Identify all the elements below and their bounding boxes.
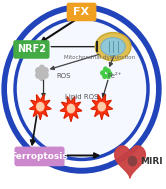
Circle shape: [67, 105, 75, 113]
Circle shape: [128, 156, 136, 166]
Polygon shape: [30, 95, 51, 119]
Text: Mitochondrial dysfunction: Mitochondrial dysfunction: [64, 55, 135, 60]
Ellipse shape: [5, 8, 158, 170]
Polygon shape: [91, 95, 113, 119]
Ellipse shape: [95, 33, 131, 61]
Circle shape: [107, 74, 110, 78]
Circle shape: [43, 72, 48, 78]
Circle shape: [36, 68, 41, 74]
Circle shape: [39, 65, 44, 71]
FancyBboxPatch shape: [14, 146, 65, 166]
Polygon shape: [60, 97, 82, 121]
FancyBboxPatch shape: [67, 3, 96, 21]
Circle shape: [39, 75, 44, 81]
Text: FX: FX: [74, 7, 90, 17]
Ellipse shape: [101, 38, 125, 56]
Text: MIRI: MIRI: [141, 157, 163, 166]
Circle shape: [37, 103, 44, 111]
Circle shape: [104, 67, 107, 71]
Text: Ferroptosis: Ferroptosis: [11, 152, 68, 161]
Text: NRF2: NRF2: [17, 44, 46, 54]
Circle shape: [103, 74, 106, 78]
FancyBboxPatch shape: [13, 40, 49, 59]
Text: ROS: ROS: [56, 73, 71, 79]
Text: Lipid ROS: Lipid ROS: [65, 94, 98, 100]
Circle shape: [39, 70, 44, 76]
Ellipse shape: [16, 19, 147, 158]
Circle shape: [108, 72, 112, 76]
Circle shape: [36, 72, 41, 78]
Circle shape: [98, 103, 105, 111]
Circle shape: [43, 68, 48, 74]
Text: Fe²⁺: Fe²⁺: [107, 73, 122, 79]
Polygon shape: [115, 146, 145, 178]
Circle shape: [101, 71, 104, 75]
Circle shape: [107, 69, 110, 73]
